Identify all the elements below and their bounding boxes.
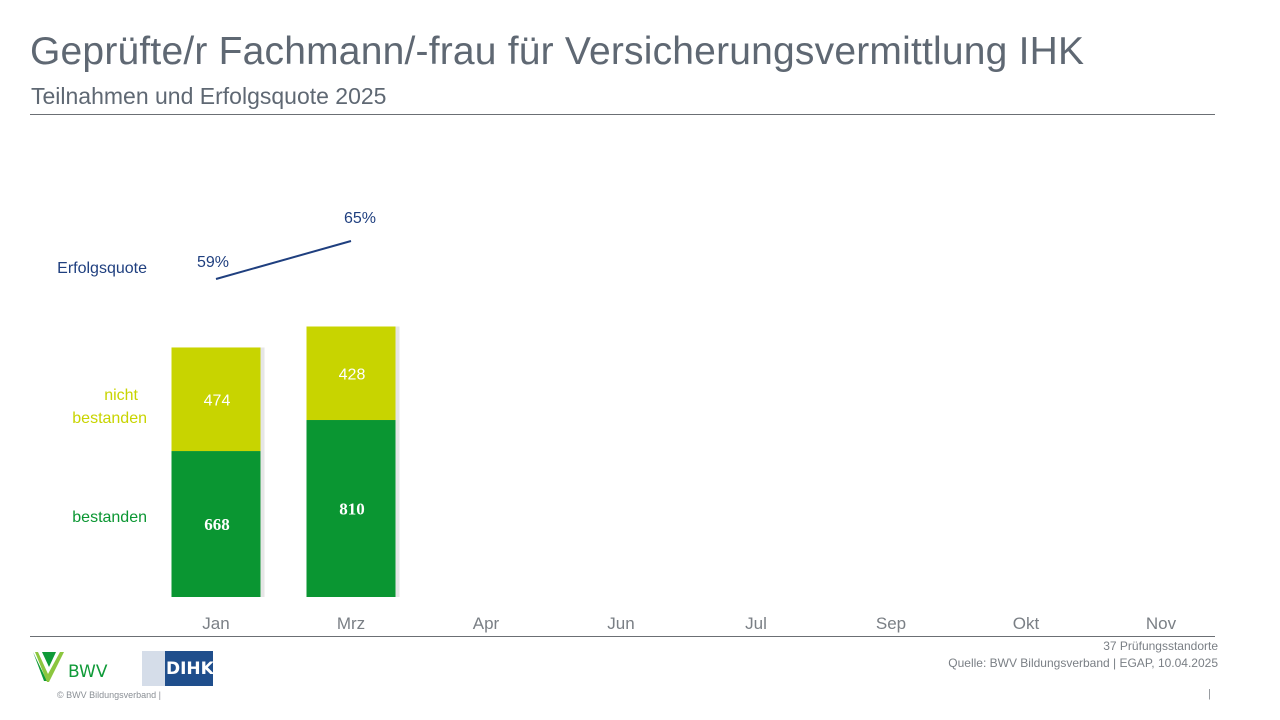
bar-label-nicht-bestanden: 428 [339, 366, 366, 383]
x-tick-label: Jan [202, 614, 229, 633]
copyright-note: © BWV Bildungsverband | [57, 690, 162, 700]
bwv-logo: BWV [32, 650, 122, 686]
x-tick-label: Mrz [337, 614, 365, 633]
bar-bestanden [306, 420, 396, 597]
x-tick-label: Jun [607, 614, 634, 633]
erfolgsquote-line [215, 240, 352, 280]
footer-divider [30, 636, 1215, 637]
legend-nicht-bestanden-line1: nicht [104, 387, 138, 404]
page-separator: | [1208, 688, 1211, 700]
dihk-logo-block [165, 651, 213, 686]
dihk-logo: DIHK [142, 651, 214, 686]
legend-bestanden: bestanden [72, 509, 147, 526]
bar-label-bestanden: 668 [204, 515, 230, 534]
bwv-logo-text: BWV [68, 662, 108, 682]
chart: 668 474 Jan 810 428 Mrz Apr Jun Jul Sep Okt Nov 59% 6… [57, 210, 1177, 633]
legend-nicht-bestanden-line2: bestanden [72, 410, 147, 427]
dihk-logo-text: DIHK [166, 659, 214, 679]
bwv-logo-mark-icon [33, 652, 64, 682]
bar-nicht-bestanden [171, 347, 261, 452]
page-title: Geprüfte/r Fachmann/-frau für Versicheru… [30, 30, 1085, 73]
locations-note: 37 Prüfungsstandorte [1103, 639, 1218, 653]
page-subtitle: Teilnahmen und Erfolgsquote 2025 [31, 83, 387, 109]
erfolgsquote-label: 59% [197, 254, 229, 271]
x-tick-label: Okt [1013, 614, 1040, 633]
x-tick-label: Apr [473, 614, 500, 633]
bar-label-bestanden: 810 [339, 500, 365, 519]
bar-nicht-bestanden [306, 326, 396, 421]
x-tick-label: Nov [1146, 614, 1177, 633]
legend-erfolgsquote: Erfolgsquote [57, 260, 147, 277]
header-divider [30, 114, 1215, 115]
erfolgsquote-label: 65% [344, 210, 376, 227]
x-tick-label: Jul [745, 614, 767, 633]
x-tick-label: Sep [876, 614, 906, 633]
bar-label-nicht-bestanden: 474 [204, 392, 231, 409]
source-note: Quelle: BWV Bildungsverband | EGAP, 10.0… [948, 656, 1218, 670]
bar-bestanden [171, 451, 261, 597]
